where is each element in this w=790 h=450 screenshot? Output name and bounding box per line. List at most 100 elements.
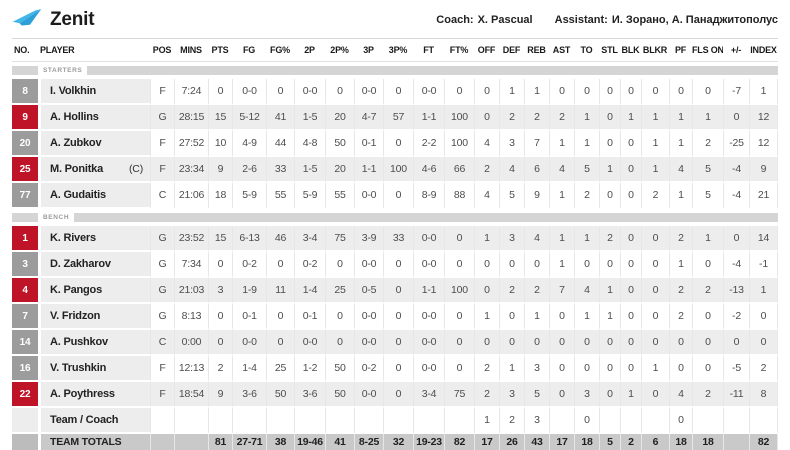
stat-cell-2p: 1-4: [294, 278, 325, 304]
stat-cell-pf: 0: [669, 408, 692, 434]
player-name-cell: A. Gudaitis: [38, 183, 150, 209]
player-number-badge: 77: [12, 183, 38, 209]
column-header-fls-on: FLS ON: [692, 38, 723, 62]
stat-cell-blk: 0: [620, 278, 641, 304]
stat-cell-off: 2: [474, 382, 499, 408]
stat-cell-to: 0: [574, 356, 599, 382]
stat-cell-ft-: 0: [444, 356, 474, 382]
player-number-badge: 1: [12, 226, 38, 252]
stat-cell-index: 21: [749, 183, 778, 209]
stat-cell-ft-: [444, 408, 474, 434]
stat-cell-2p: 1-2: [294, 356, 325, 382]
player-number-badge: 9: [12, 105, 38, 131]
position-cell: C: [150, 183, 174, 209]
minutes-cell: 7:34: [174, 252, 208, 278]
player-number-badge: 7: [12, 304, 38, 330]
assistant-name: И. Зорано, А. Панаджитополус: [611, 14, 778, 26]
stat-cell-off: 0: [474, 79, 499, 105]
stat-cell-3p: 3-9: [354, 226, 383, 252]
stat-cell-to: 0: [574, 252, 599, 278]
stat-cell-ft: 1-1: [413, 105, 444, 131]
section-label: BENCH: [43, 214, 70, 221]
stat-cell-pts: 2: [208, 356, 232, 382]
stat-cell-3p: 0-0: [354, 79, 383, 105]
stat-cell-off: 2: [474, 356, 499, 382]
stat-cell-fls-on: [692, 408, 723, 434]
column-header-blk: BLK: [620, 38, 641, 62]
stat-cell-ft: 0-0: [413, 252, 444, 278]
stat-cell-fls-on: 2: [692, 278, 723, 304]
stat-cell-ast: 4: [549, 157, 574, 183]
column-header-def: DEF: [499, 38, 524, 62]
stat-cell-ft-: 100: [444, 131, 474, 157]
stat-cell-pts: 15: [208, 105, 232, 131]
player-name-cell: M. Ponitka (C): [38, 157, 150, 183]
stat-cell-blk: 0: [620, 131, 641, 157]
stat-cell-2p: 0-2: [294, 252, 325, 278]
player-number-badge: 8: [12, 79, 38, 105]
totals-stat-cell-stl: 5: [599, 434, 620, 450]
stat-cell-off: 0: [474, 105, 499, 131]
stat-cell-fg: 1-9: [232, 278, 266, 304]
stat-cell-blk: 0: [620, 304, 641, 330]
stat-cell-fg-: 55: [266, 183, 294, 209]
stat-cell-index: 0: [749, 304, 778, 330]
stat-cell-2p: 1-5: [294, 105, 325, 131]
stat-cell-ast: 0: [549, 304, 574, 330]
stat-cell-blkr: 0: [641, 278, 669, 304]
stat-cell-blk: 1: [620, 105, 641, 131]
stat-cell-ast: 0: [549, 330, 574, 356]
stat-cell-3p-: 33: [383, 226, 413, 252]
totals-stat-cell-3p: 8-25: [354, 434, 383, 450]
stat-cell--: -13: [723, 278, 749, 304]
stat-cell-3p: 0-5: [354, 278, 383, 304]
stat-cell-2p: 5-9: [294, 183, 325, 209]
stat-cell-def: 2: [499, 105, 524, 131]
section-divider-row: STARTERS: [12, 62, 778, 79]
stat-cell-reb: 3: [524, 408, 549, 434]
stat-cell-pf: 4: [669, 382, 692, 408]
stat-cell-fg-: 0: [266, 304, 294, 330]
coach-label: Coach:: [436, 14, 474, 26]
stat-cell-reb: 6: [524, 157, 549, 183]
stat-cell-def: 5: [499, 183, 524, 209]
stat-cell-stl: 1: [599, 304, 620, 330]
stat-cell-ft: 0-0: [413, 356, 444, 382]
stat-cell-fg: 3-6: [232, 382, 266, 408]
stat-cell-3p-: 0: [383, 252, 413, 278]
stat-cell-ft: [413, 408, 444, 434]
stat-cell-pts: 15: [208, 226, 232, 252]
stat-cell--: -11: [723, 382, 749, 408]
player-name: V. Fridzon: [50, 310, 101, 322]
stat-cell-2p-: 0: [325, 304, 354, 330]
stat-cell-3p-: [383, 408, 413, 434]
stat-cell-3p-: 0: [383, 278, 413, 304]
totals-stat-cell-def: 26: [499, 434, 524, 450]
player-row: 20 A. Zubkov F 27:52 10 4-9 44 4-8 50 0-1 0 2-2 100 4…: [12, 131, 778, 157]
stat-cell-fls-on: 5: [692, 157, 723, 183]
assistant-label: Assistant:: [554, 14, 608, 26]
totals-stat-cell-to: 18: [574, 434, 599, 450]
player-name: D. Zakharov: [50, 258, 111, 270]
stat-cell-pts: 3: [208, 278, 232, 304]
stat-cell-fls-on: 0: [692, 356, 723, 382]
player-name-cell: I. Volkhin: [38, 79, 150, 105]
stat-cell-stl: 0: [599, 252, 620, 278]
stat-cell--: -4: [723, 183, 749, 209]
stat-cell-index: 1: [749, 278, 778, 304]
stat-cell-2p-: 25: [325, 278, 354, 304]
player-number-badge: 20: [12, 131, 38, 157]
column-header-ft-: FT%: [444, 38, 474, 62]
stat-cell-off: 2: [474, 157, 499, 183]
stat-cell-stl: 0: [599, 356, 620, 382]
stat-cell-2p: [294, 408, 325, 434]
stat-cell-reb: 0: [524, 330, 549, 356]
stat-cell-fg-: 44: [266, 131, 294, 157]
stat-cell-pts: 9: [208, 382, 232, 408]
stat-cell-blkr: [641, 408, 669, 434]
minutes-cell: 28:15: [174, 105, 208, 131]
stat-cell-blkr: 0: [641, 252, 669, 278]
stat-cell-pf: 1: [669, 105, 692, 131]
stat-cell-reb: 2: [524, 105, 549, 131]
stat-cell-index: [749, 408, 778, 434]
